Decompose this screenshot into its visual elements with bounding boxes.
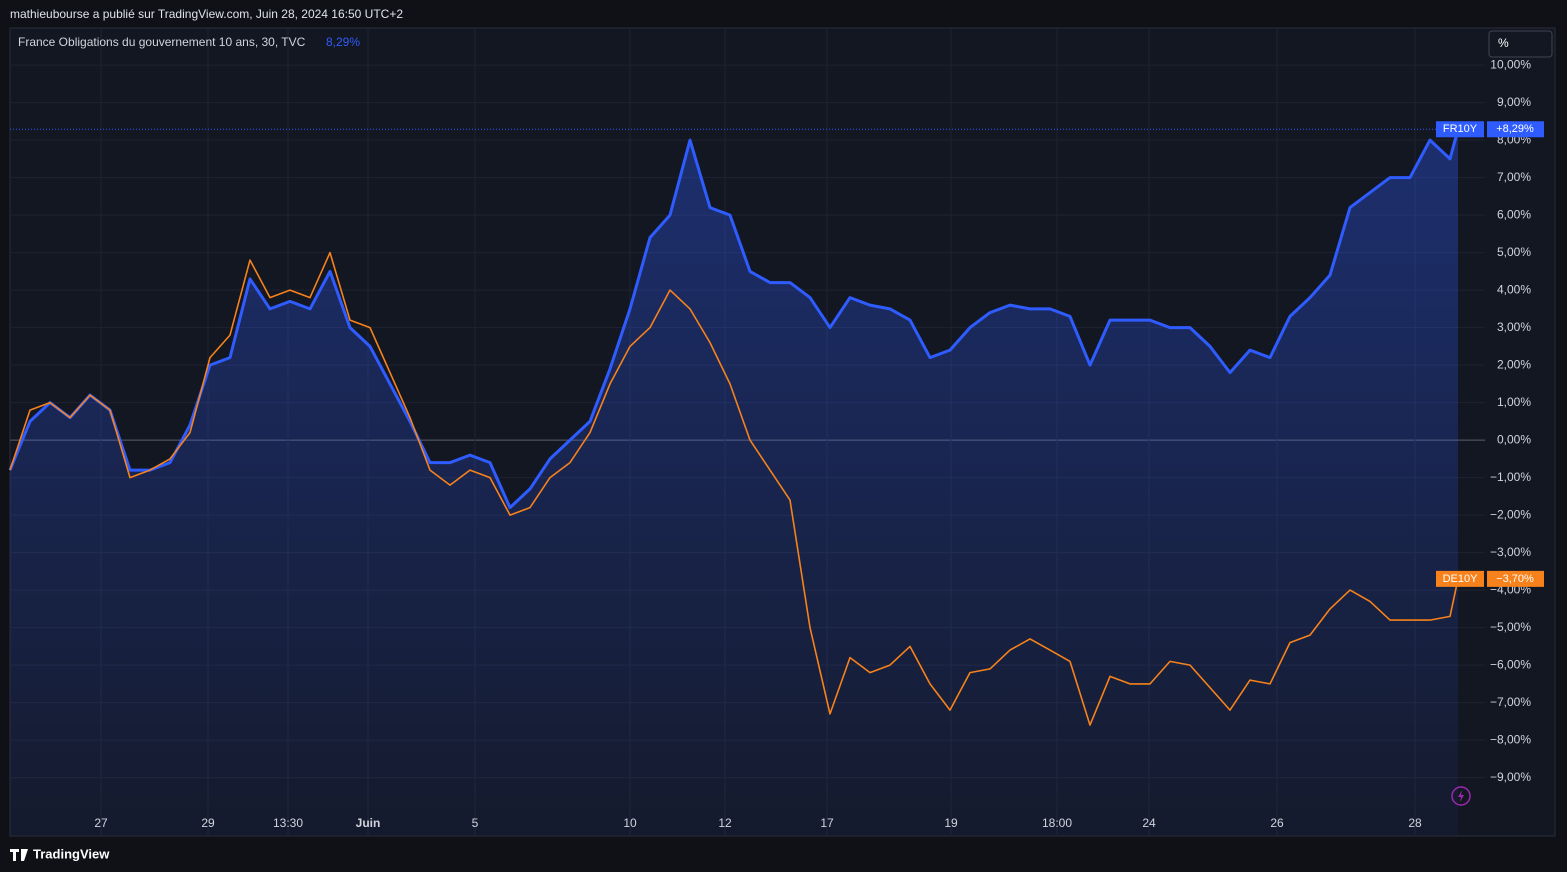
y-tick-label: −2,00% [1490,507,1531,521]
x-tick-label: 13:30 [273,816,303,830]
series-line [9,251,1459,726]
x-tick-label: 28 [1408,816,1422,830]
x-tick-label: Juin [356,816,381,830]
scale-button-label[interactable]: % [1498,36,1509,50]
series-name-tag [1436,570,1484,587]
y-tick-label: 2,00% [1497,357,1531,371]
x-tick-label: 19 [944,816,958,830]
y-tick-label: 9,00% [1497,95,1531,109]
x-tick-label: 24 [1142,816,1156,830]
x-tick-label: 17 [820,816,834,830]
y-tick-label: −6,00% [1490,657,1531,671]
series-name-tag [1436,121,1484,138]
series-name: FR10Y [1443,123,1478,135]
y-tick-label: −1,00% [1490,470,1531,484]
y-tick-label: 0,00% [1497,432,1531,446]
logo [10,849,28,861]
footer: TradingView [33,846,110,861]
y-tick-label: −5,00% [1490,620,1531,634]
x-tick-label: 26 [1270,816,1284,830]
y-tick-label: −3,00% [1490,545,1531,559]
y-tick-label: 10,00% [1490,57,1531,71]
y-tick-label: −9,00% [1490,770,1531,784]
lightning-glyph [1458,790,1464,802]
series-name: DE10Y [1443,573,1479,585]
scale-button[interactable] [1488,30,1553,58]
y-tick-label: 1,00% [1497,395,1531,409]
x-tick-label: 18:00 [1042,816,1072,830]
lightning-icon[interactable] [1451,786,1471,806]
y-tick-label: 3,00% [1497,320,1531,334]
last-value-tag [1487,121,1544,138]
x-tick-label: 5 [472,816,479,830]
series-line [8,128,1460,510]
last-value-label: +8,29% [1496,123,1534,135]
y-tick-label: 7,00% [1497,170,1531,184]
x-tick-label: 12 [718,816,732,830]
x-tick-label: 27 [94,816,108,830]
area [10,129,1458,836]
x-tick-label: 10 [623,816,637,830]
legend-value: 8,29% [326,35,360,49]
y-tick-label: 6,00% [1497,207,1531,221]
header: mathieubourse a publié sur TradingView.c… [10,7,403,21]
legend-title: France Obligations du gouvernement 10 an… [18,35,306,49]
y-tick-label: 5,00% [1497,245,1531,259]
y-tick-label: −8,00% [1490,732,1531,746]
x-tick-label: 29 [201,816,215,830]
last-value-tag [1487,570,1544,587]
y-tick-label: −7,00% [1490,695,1531,709]
last-value-label: −3,70% [1496,573,1534,585]
y-tick-label: 4,00% [1497,282,1531,296]
